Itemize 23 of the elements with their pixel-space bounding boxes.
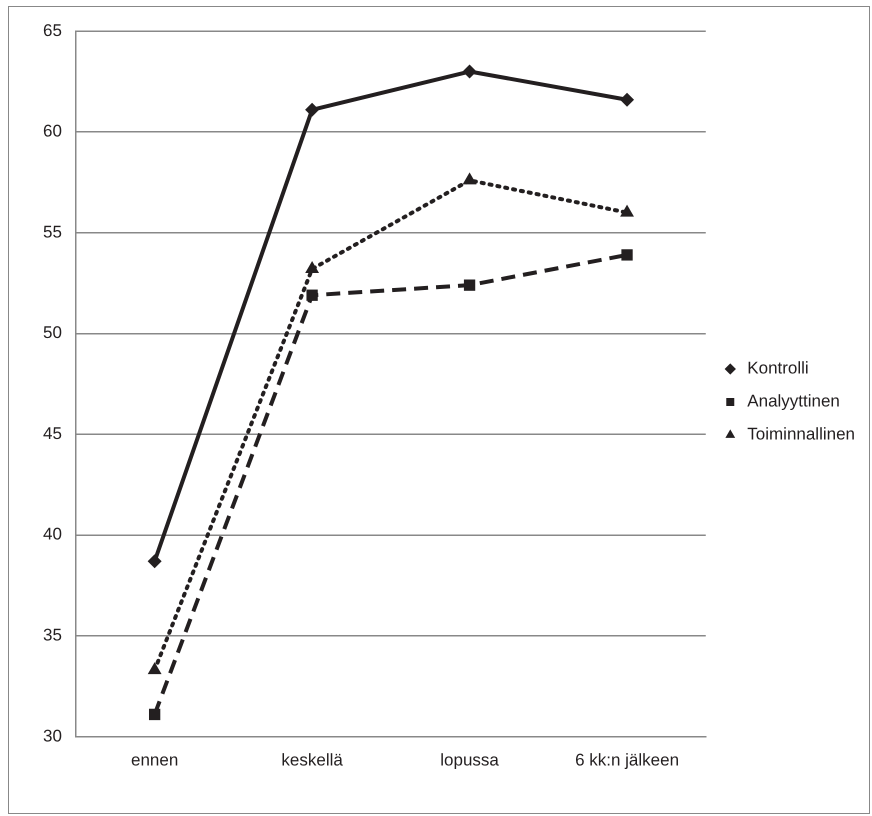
point: [620, 92, 634, 107]
point: [305, 102, 320, 117]
x-tick-label: 6 kk:n jälkeen: [575, 750, 680, 770]
point: [464, 279, 476, 291]
y-tick-label: 30: [42, 726, 62, 746]
point: [306, 290, 318, 301]
y-tick-label: 35: [42, 626, 62, 645]
y-tick-label: 45: [42, 424, 62, 443]
point: [621, 249, 633, 261]
y-tick-label: 40: [42, 524, 62, 544]
x-tick-label: ennen: [131, 750, 178, 770]
legend-label: Analyyttinen: [747, 392, 840, 411]
y-tick-label: 65: [42, 20, 62, 40]
y-tick-label: 50: [42, 323, 62, 342]
x-tick-label: lopussa: [440, 750, 500, 770]
point: [148, 554, 162, 568]
point: [148, 708, 160, 720]
point: [462, 64, 477, 79]
y-tick-label: 55: [42, 222, 62, 242]
legend-label: Kontrolli: [747, 358, 809, 378]
legend-label: Toiminnallinen: [747, 424, 856, 444]
y-tick-label: 60: [42, 122, 62, 141]
x-tick-label: keskellä: [281, 750, 344, 770]
